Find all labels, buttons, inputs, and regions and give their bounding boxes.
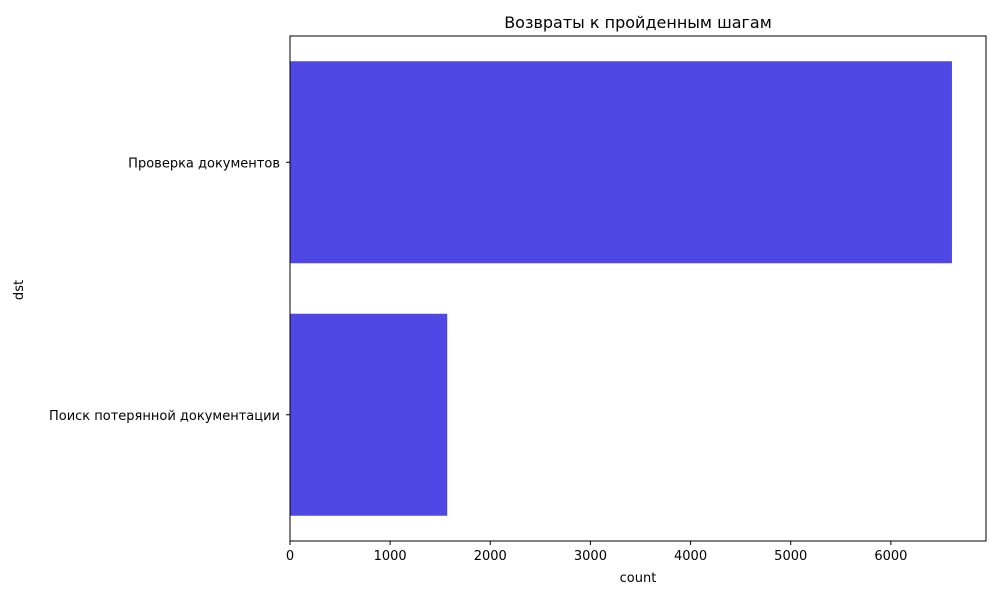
chart-title: Возвраты к пройденным шагам — [504, 13, 772, 32]
x-axis-label: count — [620, 571, 657, 586]
x-tick-label: 1000 — [374, 549, 407, 564]
plot-frame — [289, 35, 987, 542]
x-tick-label: 0 — [286, 549, 294, 564]
x-tick-label: 6000 — [874, 549, 907, 564]
y-tick-label: Поиск потерянной документации — [49, 409, 280, 424]
bar-2 — [290, 313, 448, 516]
y-axis-label: dst — [12, 280, 27, 300]
y-tick-label: Проверка документов — [128, 156, 280, 171]
x-tick-label: 5000 — [774, 549, 807, 564]
bars-layer — [290, 61, 952, 516]
x-tick-label: 3000 — [574, 549, 607, 564]
x-tick-label: 2000 — [474, 549, 507, 564]
axes-layer: Проверка документов Поиск потерянной доку… — [49, 35, 987, 564]
x-tick-label: 4000 — [674, 549, 707, 564]
bar-1 — [290, 61, 952, 264]
